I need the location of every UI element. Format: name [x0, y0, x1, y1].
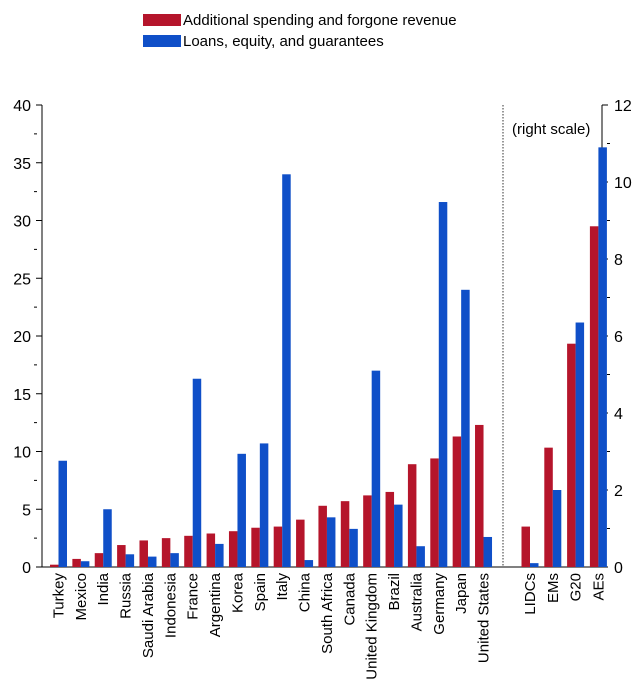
- bar-spain-loans: [259, 443, 269, 567]
- x-tick-label-canada: Canada: [341, 572, 358, 625]
- bar-japan-loans: [461, 289, 470, 567]
- right-tick-label: 12: [614, 98, 632, 115]
- bar-china-loans: [304, 560, 314, 567]
- x-tick-label-china: China: [297, 572, 314, 612]
- x-tick-label-spain: Spain: [252, 573, 269, 611]
- left-tick-label: 40: [13, 98, 31, 115]
- bar-aes-loans: [598, 147, 607, 567]
- x-tick-label-japan: Japan: [453, 573, 470, 614]
- left-axis: 0 5 10 15 20 25 30 35 40: [13, 98, 43, 577]
- left-tick-label: 10: [13, 445, 31, 462]
- legend: Additional spending and forgone revenue L…: [143, 12, 457, 50]
- x-tick-label-indonesia: Indonesia: [162, 572, 179, 638]
- left-tick-label: 25: [13, 271, 31, 288]
- left-tick-label: 15: [13, 387, 31, 404]
- bar-saudi-arabia-spending: [139, 540, 148, 567]
- left-tick-label: 35: [13, 156, 31, 173]
- bar-ems-spending: [544, 447, 553, 567]
- bar-south-africa-loans: [326, 517, 336, 567]
- bar-lidcs-loans: [530, 563, 539, 567]
- bar-united-kingdom-loans: [371, 370, 381, 567]
- x-tick-label-lidcs: LIDCs: [522, 573, 539, 615]
- x-tick-label-italy: Italy: [274, 573, 291, 601]
- right-tick-label: 0: [614, 560, 623, 577]
- x-tick-label-ems: EMs: [545, 573, 562, 603]
- legend-label-loans-equity-and-guarantees: Loans, equity, and guarantees: [183, 33, 384, 50]
- bar-united-kingdom-spending: [363, 495, 372, 567]
- x-tick-label-russia: Russia: [118, 572, 135, 619]
- bar-china-spending: [296, 519, 305, 567]
- left-tick-label: 0: [22, 560, 31, 577]
- bar-argentina-spending: [206, 533, 216, 567]
- left-tick-label: 20: [13, 329, 31, 346]
- bar-lidcs-spending: [521, 526, 530, 567]
- bar-argentina-loans: [215, 543, 224, 567]
- bar-germany-loans: [438, 202, 448, 567]
- legend-swatch-additional-spending-and-forgone-revenue: [143, 14, 181, 26]
- right-scale-annotation: (right scale): [512, 121, 590, 138]
- x-tick-label-india: India: [95, 572, 112, 605]
- bar-russia-loans: [125, 554, 135, 567]
- bar-south-africa-spending: [318, 505, 327, 567]
- x-tick-label-saudi-arabia: Saudi Arabia: [140, 572, 157, 658]
- bar-united-states-loans: [483, 536, 493, 567]
- bar-ems-loans: [552, 490, 562, 567]
- legend-swatch-loans-equity-and-guarantees: [143, 35, 181, 47]
- bar-canada-spending: [340, 501, 350, 567]
- bar-aes-spending: [589, 226, 599, 567]
- bars: [50, 147, 607, 568]
- bar-united-states-spending: [475, 424, 484, 567]
- x-tick-label-korea: Korea: [229, 572, 246, 613]
- left-tick-label: 30: [13, 214, 31, 231]
- bar-indonesia-loans: [170, 553, 179, 567]
- bar-germany-spending: [430, 458, 439, 567]
- right-tick-label: 2: [614, 483, 623, 500]
- x-tick-label-australia: Australia: [408, 572, 425, 631]
- x-tick-label-united-kingdom: United Kingdom: [364, 573, 381, 680]
- bar-india-spending: [94, 553, 104, 567]
- x-tick-label-mexico: Mexico: [73, 573, 90, 621]
- legend-label-additional-spending-and-forgone-revenue: Additional spending and forgone revenue: [183, 12, 457, 29]
- bar-france-loans: [192, 378, 202, 567]
- x-tick-label-united-states: United States: [476, 573, 493, 663]
- bar-turkey-spending: [50, 564, 59, 567]
- bar-turkey-loans: [58, 460, 67, 567]
- bar-japan-spending: [452, 436, 462, 567]
- bar-australia-loans: [416, 546, 425, 567]
- bar-spain-spending: [251, 527, 260, 567]
- right-tick-label: 8: [614, 252, 623, 269]
- bar-france-spending: [184, 535, 193, 567]
- bar-italy-spending: [273, 526, 283, 567]
- bar-italy-loans: [282, 174, 291, 568]
- x-tick-label-g20: G20: [568, 573, 585, 601]
- bar-india-loans: [103, 509, 112, 567]
- x-tick-label-south-africa: South Africa: [319, 572, 336, 654]
- bar-saudi-arabia-loans: [147, 556, 157, 567]
- x-tick-label-brazil: Brazil: [386, 573, 403, 611]
- x-tick-label-argentina: Argentina: [207, 572, 224, 637]
- right-tick-label: 10: [614, 175, 632, 192]
- bar-g20-spending: [567, 343, 576, 567]
- bar-brazil-loans: [394, 504, 403, 567]
- x-tick-label-germany: Germany: [431, 573, 448, 635]
- right-tick-label: 6: [614, 329, 623, 346]
- bar-korea-spending: [228, 531, 238, 567]
- bar-brazil-spending: [385, 491, 395, 567]
- bar-russia-spending: [117, 545, 126, 567]
- bar-mexico-spending: [72, 558, 81, 567]
- left-tick-label: 5: [22, 502, 31, 519]
- x-tick-label-aes: AEs: [590, 573, 607, 601]
- bar-canada-loans: [349, 528, 358, 567]
- x-tick-labels: Turkey Mexico India Russia Saudi Arabia Indon…: [51, 572, 608, 679]
- right-tick-label: 4: [614, 406, 623, 423]
- bar-australia-spending: [407, 464, 417, 567]
- bar-korea-loans: [237, 453, 246, 567]
- bar-g20-loans: [575, 322, 585, 567]
- x-tick-label-turkey: Turkey: [51, 573, 68, 619]
- x-tick-label-france: France: [185, 573, 202, 620]
- bar-mexico-loans: [80, 561, 90, 567]
- bar-indonesia-spending: [161, 538, 171, 568]
